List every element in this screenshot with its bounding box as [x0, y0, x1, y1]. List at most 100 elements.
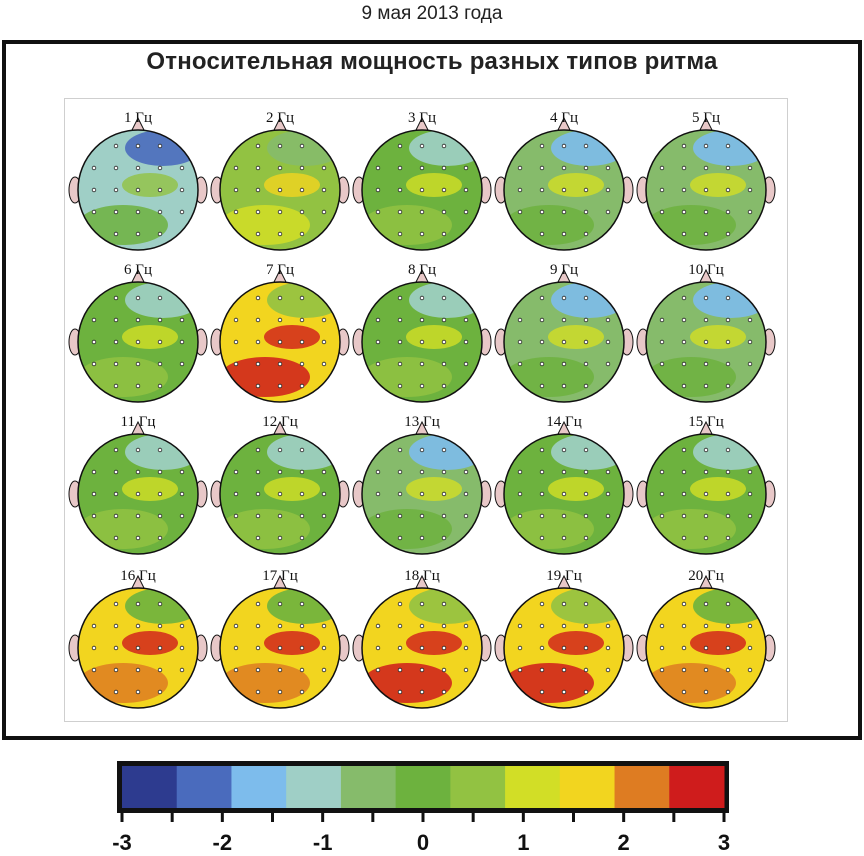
electrode — [113, 689, 119, 695]
electrode — [255, 601, 261, 607]
electrode — [255, 339, 261, 345]
electrode — [463, 667, 469, 673]
frequency-label: 19 Гц — [546, 568, 581, 584]
electrode — [277, 491, 283, 497]
central-region — [406, 477, 462, 501]
electrode — [299, 295, 305, 301]
electrode — [91, 209, 97, 215]
electrode — [157, 209, 163, 215]
electrode — [517, 667, 523, 673]
electrode — [397, 317, 403, 323]
electrode — [113, 143, 119, 149]
electrode — [441, 645, 447, 651]
electrode — [539, 689, 545, 695]
scale-swatch — [231, 766, 287, 808]
electrode — [463, 623, 469, 629]
electrode — [441, 143, 447, 149]
electrode — [463, 361, 469, 367]
electrode — [725, 143, 731, 149]
central-region — [264, 631, 320, 655]
electrode — [375, 317, 381, 323]
frequency-label: 13 Гц — [404, 414, 439, 430]
electrode — [583, 689, 589, 695]
electrode — [233, 165, 239, 171]
topomap-19: 19 Гц — [494, 568, 634, 709]
electrode — [703, 231, 709, 237]
electrode — [725, 317, 731, 323]
electrode — [157, 645, 163, 651]
electrode — [659, 491, 665, 497]
head-outline — [219, 281, 341, 403]
head-outline — [77, 433, 199, 555]
electrode — [321, 469, 327, 475]
frequency-label: 14 Гц — [546, 414, 581, 430]
electrode — [703, 295, 709, 301]
electrode — [135, 645, 141, 651]
electrode — [561, 667, 567, 673]
electrode — [375, 513, 381, 519]
electrode — [725, 231, 731, 237]
electrode — [397, 623, 403, 629]
electrode — [299, 187, 305, 193]
electrode — [747, 513, 753, 519]
head-outline — [503, 281, 625, 403]
electrode — [135, 209, 141, 215]
head-outline — [361, 433, 483, 555]
electrode — [233, 623, 239, 629]
electrode — [113, 535, 119, 541]
electrode — [135, 361, 141, 367]
electrode — [605, 317, 611, 323]
electrode — [725, 535, 731, 541]
scale-tick-label: -2 — [213, 830, 233, 855]
electrode — [397, 383, 403, 389]
occipital-region — [78, 357, 168, 397]
electrode — [539, 535, 545, 541]
electrode — [703, 447, 709, 453]
electrode — [233, 513, 239, 519]
electrode — [681, 447, 687, 453]
occipital-region — [362, 663, 452, 703]
occipital-region — [362, 357, 452, 397]
electrode — [539, 645, 545, 651]
central-region — [548, 173, 604, 197]
electrode — [539, 667, 545, 673]
electrode — [605, 187, 611, 193]
head-outline — [361, 129, 483, 251]
electrode — [703, 143, 709, 149]
electrode — [277, 601, 283, 607]
electrode — [747, 667, 753, 673]
electrode — [659, 165, 665, 171]
electrode — [441, 361, 447, 367]
electrode — [703, 339, 709, 345]
electrode — [419, 491, 425, 497]
electrode — [321, 645, 327, 651]
frequency-label: 10 Гц — [688, 262, 723, 278]
electrode — [233, 339, 239, 345]
electrode — [91, 187, 97, 193]
electrode — [157, 535, 163, 541]
color-scale: -3 -2 -1 0 1 2 3 — [112, 761, 730, 855]
electrode — [561, 187, 567, 193]
electrode — [91, 469, 97, 475]
electrode — [299, 447, 305, 453]
electrode — [113, 361, 119, 367]
occipital-region — [220, 357, 310, 397]
scale-tick-label: 1 — [517, 830, 529, 855]
electrode — [135, 535, 141, 541]
electrode — [419, 339, 425, 345]
topomap-3: 3 Гц — [352, 110, 492, 251]
electrode — [113, 623, 119, 629]
scale-swatch — [122, 766, 178, 808]
occipital-region — [504, 509, 594, 549]
electrode — [113, 231, 119, 237]
electrode — [321, 317, 327, 323]
electrode — [321, 339, 327, 345]
electrode — [375, 187, 381, 193]
scale-tick-label: 2 — [618, 830, 630, 855]
electrode — [299, 601, 305, 607]
electrode — [747, 339, 753, 345]
electrode — [419, 535, 425, 541]
electrode — [255, 535, 261, 541]
electrode — [681, 187, 687, 193]
electrode — [277, 667, 283, 673]
